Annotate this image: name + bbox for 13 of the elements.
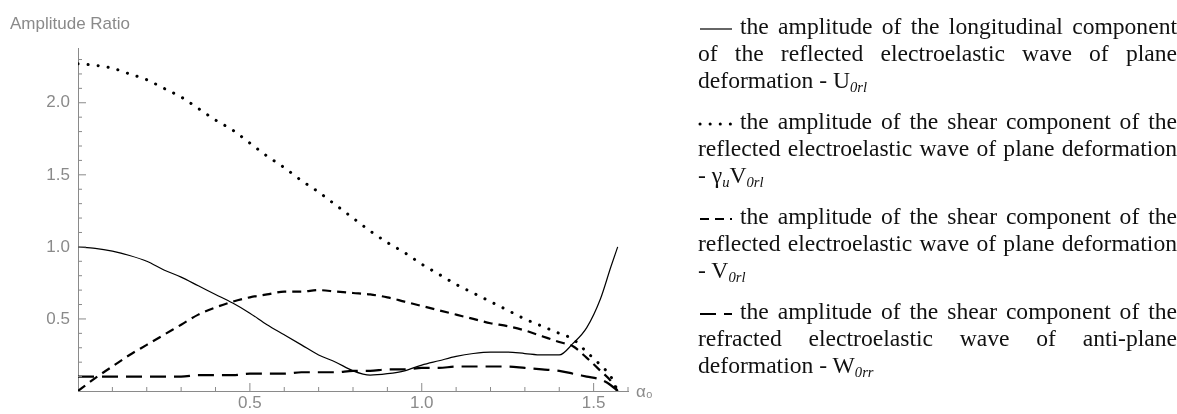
legend-label: the amplitude of the shear component of the refracted electroelastic wave of anti-plane deformation - W$_{0rr}$ [698, 298, 1177, 381]
x-tick-label: 0.5 [238, 392, 262, 412]
y-tick-label: 2.0 [46, 92, 70, 112]
x-axis-title: α₀ [636, 381, 653, 401]
y-tick-label: 0.5 [46, 308, 70, 328]
y-tick-label: 1.5 [46, 164, 70, 184]
y-tick-label: 1.0 [46, 236, 70, 256]
x-tick-label: 1.5 [581, 392, 606, 412]
legend-label: the amplitude of the longitudinal component of the reflected electroelastic wave of plane deformation - U$_{0rl}$ [698, 13, 1177, 96]
y-axis-title: Amplitude Ratio [10, 13, 131, 33]
legend-label: the amplitude of the shear component of the reflected electroelastic wave of plane deformation - V$_{0rl}$ [698, 203, 1177, 286]
legend-label: the amplitude of the shear component of the reflected electroelastic wave of plane deformation - γ$_{u}$V$_{0rl}$ [698, 108, 1177, 191]
x-tick-label: 1.0 [409, 392, 434, 412]
